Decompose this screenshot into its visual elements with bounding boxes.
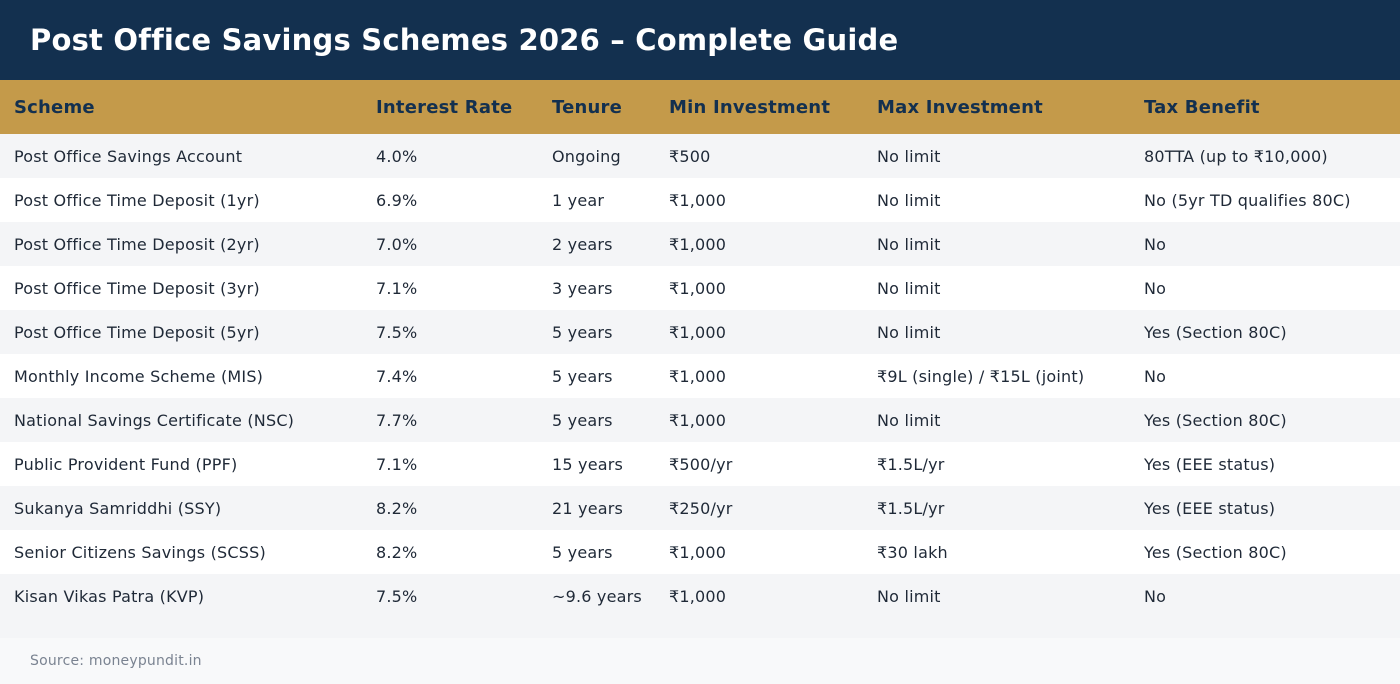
cell-max-investment: No limit [877,322,941,342]
table-body: Post Office Savings Account 4.0% Ongoing ₹5… [0,134,1400,638]
cell-max-investment: ₹1.5L/yr [877,454,945,474]
cell-tenure: 15 years [552,454,624,474]
table-row: Kisan Vikas Patra (KVP) 7.5% ~9.6 years ₹1,… [0,574,1400,638]
column-header-tax-benefit: Tax Benefit [1144,96,1260,118]
cell-max-investment: ₹9L (single) / ₹15L (joint) [877,366,1085,386]
table-row: Monthly Income Scheme (MIS) 7.4% 5 years ₹1… [0,354,1400,398]
cell-tenure: 21 years [552,498,624,518]
cell-tax-benefit: Yes (Section 80C) [1144,322,1287,342]
cell-tax-benefit: Yes (EEE status) [1144,454,1276,474]
cell-min-investment: ₹1,000 [669,234,727,254]
table-row: Public Provident Fund (PPF) 7.1% 15 years ₹… [0,442,1400,486]
table-row: Sukanya Samriddhi (SSY) 8.2% 21 years ₹250/… [0,486,1400,530]
table-row: Senior Citizens Savings (SCSS) 8.2% 5 year… [0,530,1400,574]
title-bar: Post Office Savings Schemes 2026 – Compl… [0,0,1400,80]
page-title: Post Office Savings Schemes 2026 – Compl… [30,23,899,57]
table-header: Scheme Interest Rate Tenure Min Investme… [0,80,1400,134]
column-header-tenure: Tenure [552,96,623,118]
cell-min-investment: ₹1,000 [669,190,727,210]
source-note: Source: moneypundit.in [30,653,202,669]
cell-max-investment: ₹1.5L/yr [877,498,945,518]
cell-tax-benefit: No (5yr TD qualifies 80C) [1144,190,1351,210]
cell-scheme: Monthly Income Scheme (MIS) [14,366,264,386]
cell-interest-rate: 7.4% [376,366,418,386]
cell-interest-rate: 7.7% [376,410,418,430]
cell-tenure: ~9.6 years [552,587,642,606]
cell-interest-rate: 7.5% [376,322,418,342]
cell-max-investment: No limit [877,234,941,254]
cell-scheme: Post Office Savings Account [14,146,243,166]
table-row: Post Office Savings Account 4.0% Ongoing ₹5… [0,134,1400,178]
cell-scheme: Public Provident Fund (PPF) [14,454,238,474]
cell-min-investment: ₹250/yr [669,498,733,518]
table-row: National Savings Certificate (NSC) 7.7% 5 … [0,398,1400,442]
cell-tenure: 5 years [552,410,613,430]
cell-max-investment: No limit [877,410,941,430]
column-header-interest-rate: Interest Rate [376,96,513,118]
cell-scheme: Post Office Time Deposit (3yr) [14,278,260,298]
cell-scheme: Post Office Time Deposit (5yr) [14,322,260,342]
cell-interest-rate: 4.0% [376,146,418,166]
cell-scheme: Senior Citizens Savings (SCSS) [14,542,266,562]
cell-interest-rate: 6.9% [376,190,418,210]
cell-interest-rate: 8.2% [376,498,418,518]
cell-tenure: 2 years [552,234,613,254]
cell-tenure: 1 year [552,190,605,210]
cell-tax-benefit: No [1144,278,1167,298]
cell-tax-benefit: No [1144,234,1167,254]
column-header-min-investment: Min Investment [669,96,831,118]
cell-min-investment: ₹500/yr [669,454,733,474]
cell-scheme: National Savings Certificate (NSC) [14,410,295,430]
cell-tenure: 5 years [552,322,613,342]
table-row: Post Office Time Deposit (2yr) 7.0% 2 year… [0,222,1400,266]
cell-tax-benefit: No [1144,366,1167,386]
cell-max-investment: No limit [877,190,941,210]
cell-tax-benefit: 80TTA (up to ₹10,000) [1144,146,1328,166]
cell-min-investment: ₹1,000 [669,322,727,342]
cell-max-investment: No limit [877,587,941,606]
table-row: Post Office Time Deposit (1yr) 6.9% 1 year… [0,178,1400,222]
cell-tenure: 3 years [552,278,613,298]
table-header-row: Scheme Interest Rate Tenure Min Investme… [0,80,1400,134]
cell-interest-rate: 7.1% [376,278,418,298]
cell-scheme: Post Office Time Deposit (1yr) [14,190,260,210]
cell-max-investment: ₹30 lakh [877,542,948,562]
column-header-max-investment: Max Investment [877,96,1043,118]
cell-interest-rate: 7.1% [376,454,418,474]
cell-min-investment: ₹1,000 [669,587,727,606]
schemes-table: Scheme Interest Rate Tenure Min Investme… [0,80,1400,638]
column-header-scheme: Scheme [14,96,95,118]
cell-min-investment: ₹1,000 [669,366,727,386]
cell-tax-benefit: Yes (Section 80C) [1144,542,1287,562]
cell-interest-rate: 7.5% [376,587,418,606]
cell-min-investment: ₹1,000 [669,410,727,430]
cell-min-investment: ₹500 [669,146,711,166]
cell-max-investment: No limit [877,146,941,166]
table-row: Post Office Time Deposit (3yr) 7.1% 3 year… [0,266,1400,310]
cell-tax-benefit: No [1144,587,1167,606]
table-row: Post Office Time Deposit (5yr) 7.5% 5 year… [0,310,1400,354]
cell-interest-rate: 7.0% [376,234,418,254]
cell-scheme: Kisan Vikas Patra (KVP) [14,587,205,606]
cell-tax-benefit: Yes (Section 80C) [1144,410,1287,430]
cell-tenure: Ongoing [552,146,621,166]
cell-scheme: Post Office Time Deposit (2yr) [14,234,260,254]
cell-max-investment: No limit [877,278,941,298]
cell-min-investment: ₹1,000 [669,278,727,298]
cell-tenure: 5 years [552,542,613,562]
cell-interest-rate: 8.2% [376,542,418,562]
cell-tax-benefit: Yes (EEE status) [1144,498,1276,518]
cell-tenure: 5 years [552,366,613,386]
cell-min-investment: ₹1,000 [669,542,727,562]
cell-scheme: Sukanya Samriddhi (SSY) [14,498,222,518]
